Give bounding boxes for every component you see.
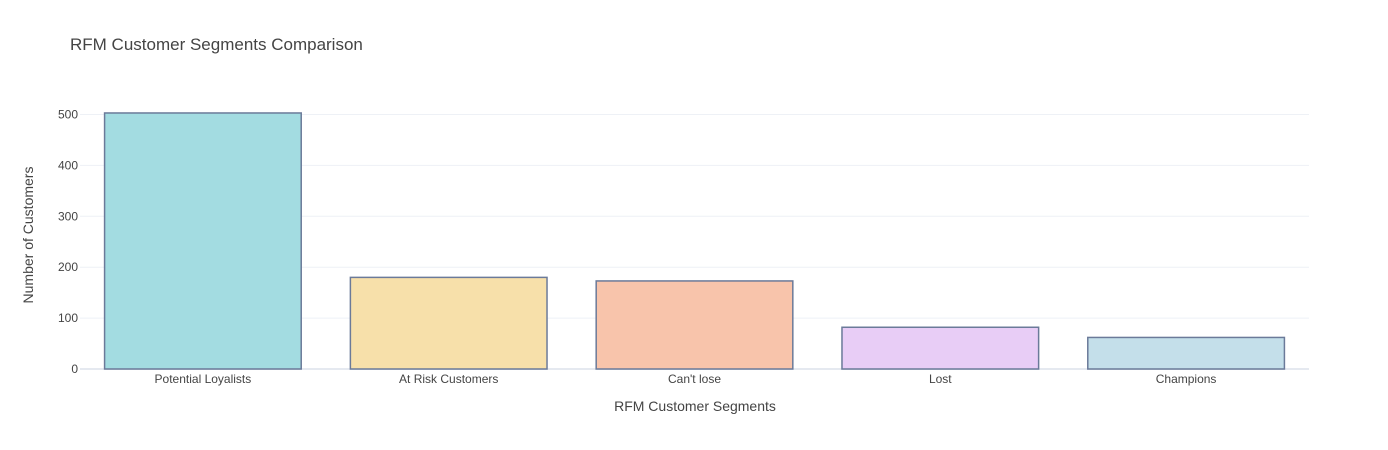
x-tick-label: Lost bbox=[929, 372, 952, 386]
chart-title: RFM Customer Segments Comparison bbox=[70, 35, 363, 54]
bars bbox=[103, 112, 1286, 370]
x-tick-label: Champions bbox=[1156, 372, 1217, 386]
y-axis-title: Number of Customers bbox=[20, 167, 36, 304]
y-tick-label: 500 bbox=[58, 108, 78, 122]
y-tick-label: 0 bbox=[71, 362, 78, 376]
x-tick-labels: Potential Loyalists At Risk Customers Can'… bbox=[155, 372, 1217, 386]
x-tick-label: Potential Loyalists bbox=[155, 372, 252, 386]
y-tick-label: 400 bbox=[58, 158, 78, 172]
y-tick-label: 300 bbox=[58, 209, 78, 223]
bar-lost bbox=[841, 326, 1040, 370]
x-tick-label: Can't lose bbox=[668, 372, 721, 386]
y-tick-label: 200 bbox=[58, 260, 78, 274]
bar-at-risk-customers bbox=[349, 276, 548, 370]
bar-champions bbox=[1087, 336, 1286, 370]
bar-can-t-lose bbox=[595, 280, 794, 370]
x-axis-title: RFM Customer Segments bbox=[614, 398, 776, 414]
bar-potential-loyalists bbox=[103, 112, 302, 370]
x-tick-label: At Risk Customers bbox=[399, 372, 498, 386]
y-tick-labels: 0 100 200 300 400 500 bbox=[58, 108, 78, 377]
y-tick-label: 100 bbox=[58, 311, 78, 325]
